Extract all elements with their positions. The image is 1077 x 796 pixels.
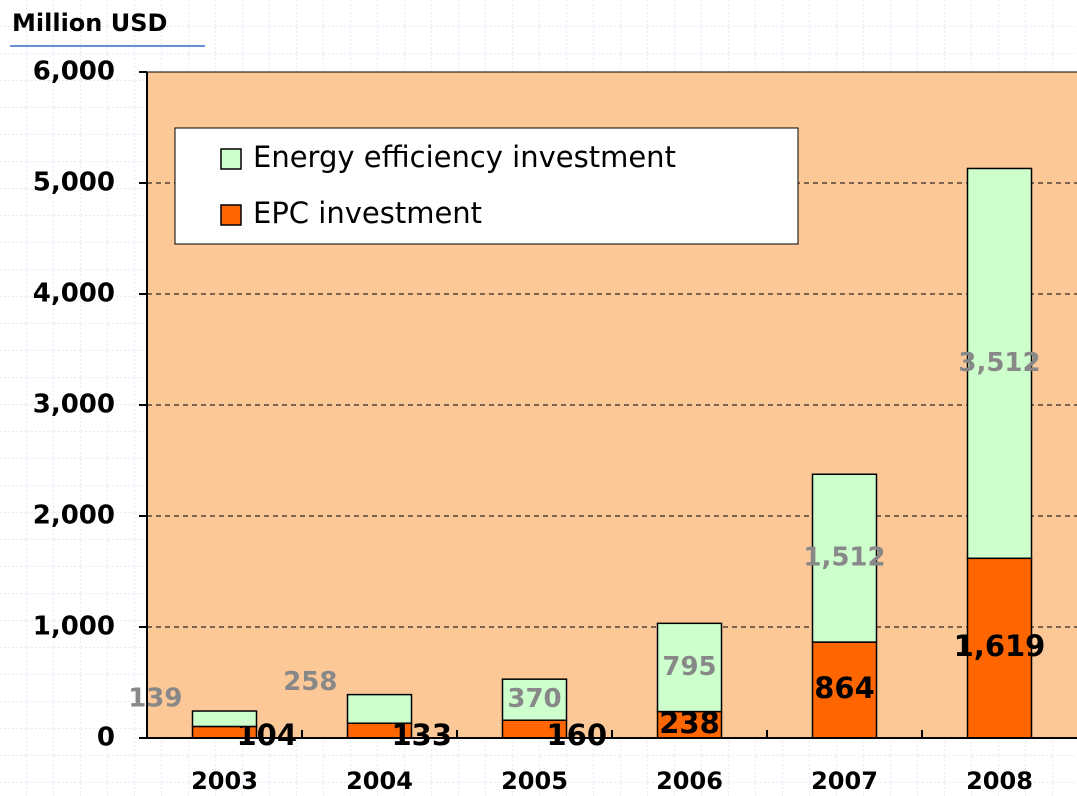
legend-swatch bbox=[220, 204, 242, 226]
data-label: 1,512 bbox=[803, 543, 885, 573]
y-axis-label: Million USD bbox=[12, 9, 167, 37]
x-tick-label: 2006 bbox=[656, 767, 723, 795]
data-label: 139 bbox=[128, 684, 182, 714]
bar-segment bbox=[501, 678, 568, 721]
bar-segment bbox=[811, 473, 878, 643]
bar-segment bbox=[656, 710, 723, 739]
data-label: 258 bbox=[283, 667, 337, 697]
y-tick-label: 5,000 bbox=[33, 168, 115, 198]
legend-swatch bbox=[220, 148, 242, 170]
y-tick-label: 1,000 bbox=[33, 612, 115, 642]
x-tick-label: 2005 bbox=[501, 767, 568, 795]
x-tick-label: 2008 bbox=[966, 767, 1033, 795]
bar-segment bbox=[191, 710, 258, 728]
y-tick-label: 0 bbox=[97, 723, 115, 753]
data-label: 160 bbox=[547, 718, 608, 752]
x-tick-label: 2003 bbox=[191, 767, 258, 795]
y-tick-label: 6,000 bbox=[33, 57, 115, 87]
y-tick-label: 2,000 bbox=[33, 501, 115, 531]
bar-segment bbox=[656, 622, 723, 713]
x-tick-label: 2004 bbox=[346, 767, 413, 795]
data-label: 3,512 bbox=[958, 348, 1040, 378]
data-label: 864 bbox=[814, 671, 875, 705]
data-label: 795 bbox=[662, 652, 716, 682]
bar-segment bbox=[811, 641, 878, 739]
y-tick-label: 4,000 bbox=[33, 279, 115, 309]
x-tick-label: 2007 bbox=[811, 767, 878, 795]
legend-box bbox=[174, 127, 799, 245]
data-label: 370 bbox=[507, 684, 561, 714]
data-label: 1,619 bbox=[954, 629, 1046, 663]
y-tick-label: 3,000 bbox=[33, 390, 115, 420]
legend-label: EPC investment bbox=[253, 196, 482, 230]
legend-label: Energy efficiency investment bbox=[253, 140, 676, 174]
bar-segment bbox=[346, 693, 413, 724]
bar-segment bbox=[966, 167, 1033, 560]
